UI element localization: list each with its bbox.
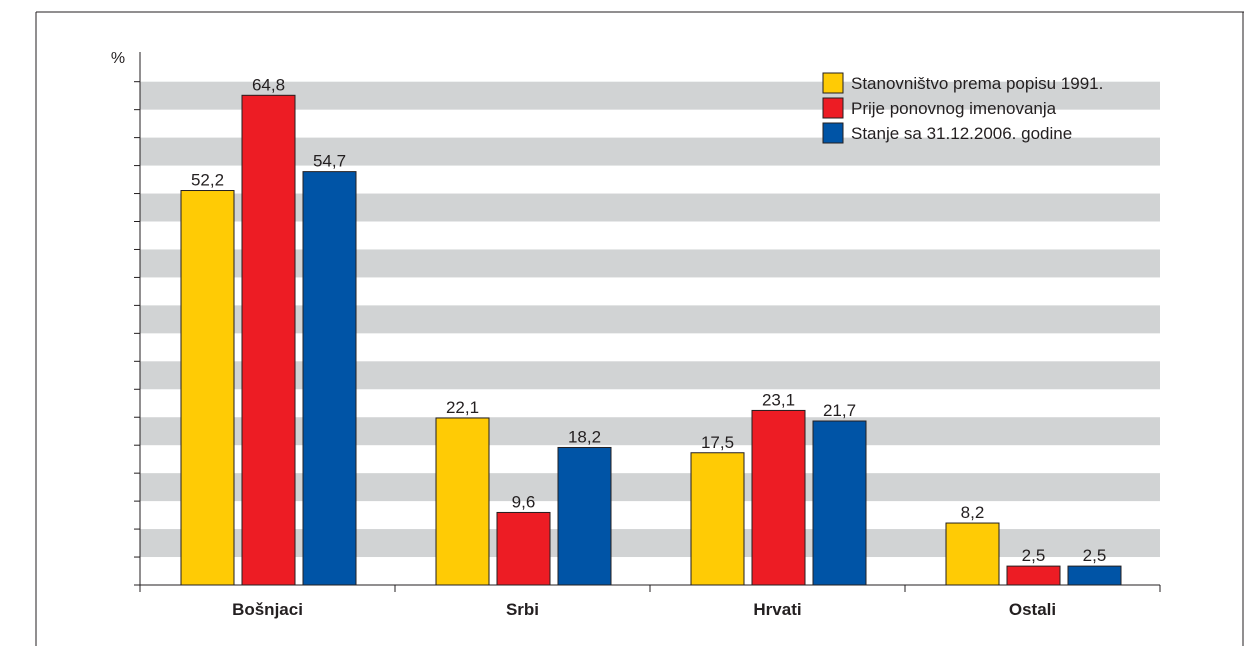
bar-value-label: 54,7	[313, 152, 346, 171]
legend-label: Stanje sa 31.12.2006. godine	[851, 124, 1072, 143]
bar-value-label: 17,5	[701, 433, 734, 452]
bar	[435, 417, 490, 586]
bar	[945, 522, 1000, 586]
bar	[1006, 565, 1061, 586]
bar	[557, 446, 612, 586]
bar	[690, 452, 745, 586]
chart-frame-border	[35, 11, 1244, 646]
legend-swatch	[822, 72, 844, 94]
grid-stripe	[140, 81, 1160, 110]
x-tick-label: Ostali	[1009, 600, 1056, 619]
bar	[496, 511, 551, 586]
x-tick-label: Bošnjaci	[232, 600, 303, 619]
bar-value-label: 22,1	[446, 398, 479, 417]
legend: Stanovništvo prema popisu 1991. Prije pon…	[822, 72, 1103, 144]
bar-value-label: 52,2	[191, 171, 224, 190]
x-axis: Bošnjaci Srbi Hrvati Ostali	[139, 584, 1161, 619]
x-tick-label: Hrvati	[753, 600, 801, 619]
bar-value-label: 2,5	[1083, 546, 1107, 565]
bar-value-label: 23,1	[762, 390, 795, 409]
bar	[180, 190, 235, 586]
bar	[751, 409, 806, 586]
bar	[241, 94, 296, 586]
bar-value-label: 64,8	[252, 75, 285, 94]
bar-value-label: 21,7	[823, 401, 856, 420]
bar	[302, 171, 357, 586]
grid-stripe	[140, 137, 1160, 166]
legend-label: Stanovništvo prema popisu 1991.	[851, 74, 1103, 93]
y-axis	[134, 52, 141, 586]
x-tick-label: Srbi	[506, 600, 539, 619]
bar	[812, 420, 867, 586]
legend-swatch	[822, 122, 844, 144]
bar-value-label: 8,2	[961, 503, 985, 522]
bar-value-label: 9,6	[512, 492, 536, 511]
bar	[1067, 565, 1122, 586]
bars: 52,2 64,8 54,7 22,1 9,6 18,2 17,5 23,1 21,7 8,2 2,…	[180, 75, 1122, 586]
bar-value-label: 18,2	[568, 427, 601, 446]
legend-label: Prije ponovnog imenovanja	[851, 99, 1057, 118]
y-axis-label: %	[111, 50, 125, 67]
legend-swatch	[822, 97, 844, 119]
bar-value-label: 2,5	[1022, 546, 1046, 565]
